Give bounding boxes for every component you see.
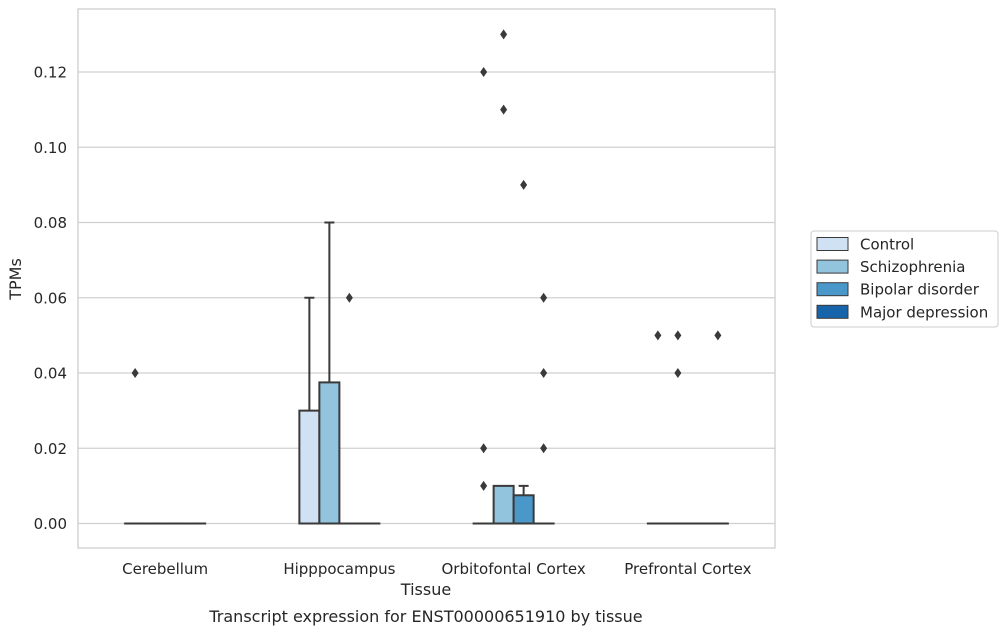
outlier-point [480,443,488,454]
box-body [298,409,321,525]
box-3-3 [706,330,729,525]
legend-items: Control Schizophrenia Bipolar disorder Majo… [816,236,988,321]
outlier-point [540,443,548,454]
legend-swatch [816,304,849,319]
legend-label: Bipolar disorder [860,281,980,299]
outlier-point [674,368,682,378]
outlier-point [345,292,353,303]
x-tick-label: Hipppocampus [283,560,395,578]
box-3-1 [666,330,689,525]
legend-label: Major depression [860,303,988,321]
box-1-0 [298,296,321,525]
x-tick-label: Cerebellum [122,560,208,578]
outlier-point [520,179,528,190]
box-plot-series [124,29,729,525]
outlier-point [674,330,682,341]
box-2-0 [472,67,495,525]
outlier-point [654,330,662,341]
legend: Control Schizophrenia Bipolar disorder Majo… [810,230,999,328]
x-tick-label: Prefrontal Cortex [624,560,751,578]
plot-frame [77,8,776,549]
y-tick-label: 0.04 [34,365,67,383]
outlier-point [480,480,488,491]
gridlines [78,71,775,525]
outlier-point [480,67,488,77]
outlier-point [540,292,548,303]
y-axis-ticks: 0.00 0.02 0.04 0.06 0.08 0.10 0.12 [34,64,67,534]
outlier-point [540,368,548,378]
box-2-1 [492,29,515,525]
legend-swatch [816,259,849,274]
outlier-point [714,330,722,341]
x-tick-label: Orbitofontal Cortex [442,560,586,578]
box-1-1 [318,221,341,525]
y-tick-label: 0.10 [34,139,67,157]
box-body [512,494,535,525]
x-axis-ticks: Cerebellum Hipppocampus Orbitofontal Corte… [122,560,751,578]
box-body [318,381,341,525]
chart-caption: Transcript expression for ENST0000065191… [208,607,642,626]
box-2-2 [512,179,535,525]
box-2-3 [532,292,555,525]
x-axis-label: Tissue [400,580,451,599]
legend-label: Schizophrenia [860,258,965,276]
legend-frame [810,230,999,328]
legend-swatch [816,282,849,297]
outlier-point [500,29,508,40]
y-tick-label: 0.12 [34,64,67,82]
y-axis-label: TPMs [6,258,25,301]
outlier-point [500,104,508,115]
y-tick-label: 0.00 [34,515,67,533]
y-tick-label: 0.06 [34,289,67,307]
box-1-2 [338,292,361,525]
box-body [492,484,515,525]
y-tick-label: 0.08 [34,214,67,232]
legend-swatch [816,237,849,251]
outlier-point [131,368,139,378]
legend-label: Control [860,236,914,254]
box-0-0 [124,368,147,525]
box-3-0 [646,330,669,525]
y-tick-label: 0.02 [34,440,67,458]
